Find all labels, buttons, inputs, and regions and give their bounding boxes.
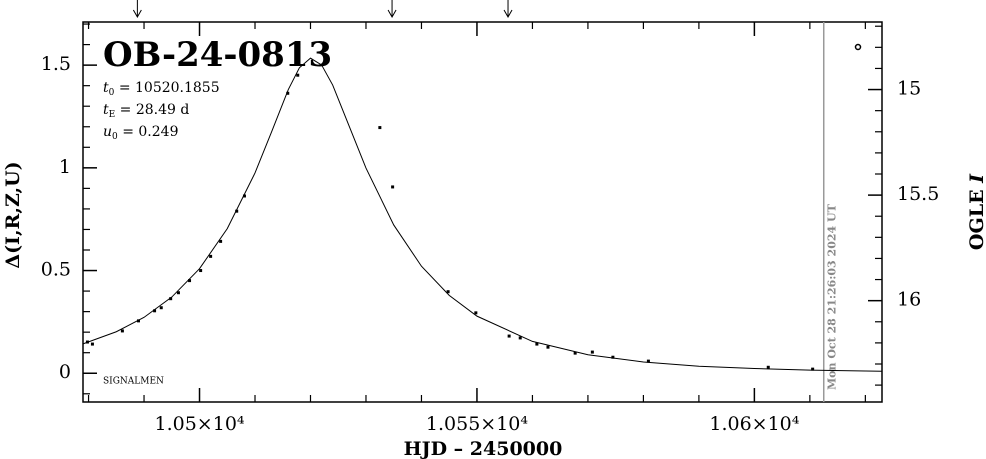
x-tick-label: 1.06×10⁴ [709, 413, 799, 435]
param-symbol: t [103, 80, 109, 96]
plot-frame [82, 21, 883, 403]
data-point [209, 254, 213, 258]
data-point [188, 279, 192, 283]
x-tick-label: 1.05×10⁴ [155, 413, 245, 435]
chart-title: OB-24-0813 [103, 35, 332, 75]
data-point [85, 340, 89, 344]
data-point [242, 194, 246, 198]
data-point [90, 342, 94, 346]
y-tick-label: 1 [59, 156, 71, 178]
param-text: = 10520.1855 [114, 80, 219, 96]
arrow [132, 0, 142, 19]
y2-axis-label-var: I [966, 173, 986, 184]
param-sub: E [109, 110, 116, 120]
data-point [590, 350, 594, 354]
data-point [199, 269, 203, 273]
model-curve [82, 57, 883, 372]
x-tick-label: 1.055×10⁴ [426, 413, 528, 435]
data-point [573, 351, 577, 355]
data-point [235, 209, 239, 213]
data-point [811, 367, 815, 371]
y2-tick-label: 15 [897, 78, 921, 100]
data-point [535, 342, 539, 346]
footnote: SIGNALMEN [103, 377, 164, 387]
data-point [507, 334, 511, 338]
param-symbol: u [103, 124, 112, 140]
param: u0 = 0.249 [103, 124, 178, 142]
data-point [391, 185, 395, 189]
data-point [219, 239, 223, 243]
param-symbol: t [103, 102, 109, 118]
y2-axis-label: OGLE I [966, 173, 986, 250]
y2-axis-label-text: OGLE [966, 183, 986, 250]
data-point [518, 336, 522, 340]
data-point [159, 306, 163, 310]
data-point [646, 359, 650, 363]
param-sub: 0 [109, 88, 115, 98]
arrow [387, 0, 397, 19]
y-tick-label: 0.5 [41, 259, 71, 281]
data-point [169, 297, 173, 301]
data-point [120, 329, 124, 333]
param-text: = 0.249 [118, 124, 179, 140]
date-label: Mon Oct 28 21:26:03 2024 UT [826, 203, 839, 390]
data-point [611, 355, 615, 359]
data-point [153, 309, 157, 313]
data-point [286, 91, 290, 95]
param-text: = 28.49 d [115, 102, 189, 118]
data-point [296, 73, 300, 77]
y2-tick-label: 16 [897, 289, 921, 311]
data-point [378, 126, 382, 130]
y2-tick-label: 15.5 [897, 183, 939, 205]
param: tE = 28.49 d [103, 102, 189, 120]
data-point [766, 365, 770, 369]
data-point [474, 311, 478, 315]
marker-circle [854, 43, 862, 51]
data-point [136, 319, 140, 323]
data-point [546, 345, 550, 349]
param: t0 = 10520.1855 [103, 80, 220, 98]
arrow [503, 0, 513, 19]
x-axis-label: HJD – 2450000 [404, 438, 563, 459]
y-tick-label: 0 [59, 361, 71, 383]
y-axis-label: Δ(I,R,Z,U) [2, 161, 24, 268]
param-sub: 0 [112, 132, 118, 142]
y-tick-label: 1.5 [41, 53, 71, 75]
data-point [176, 291, 180, 295]
data-point [446, 290, 450, 294]
